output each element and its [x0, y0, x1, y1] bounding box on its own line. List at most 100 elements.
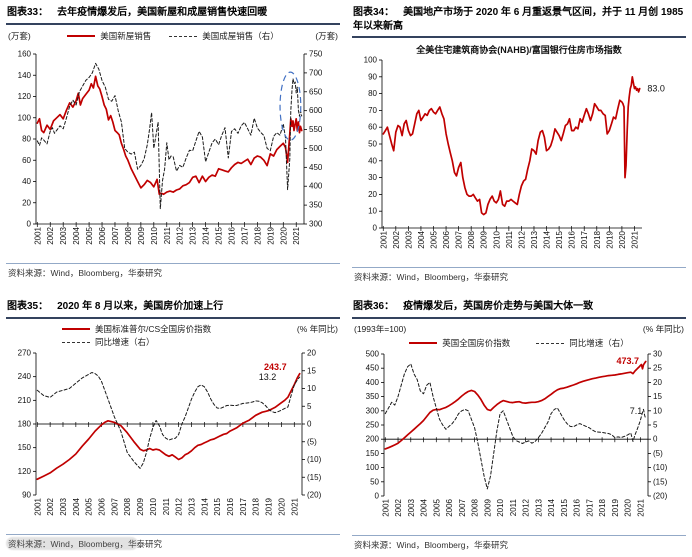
- svg-text:2012: 2012: [522, 498, 531, 516]
- svg-text:2005: 2005: [85, 497, 94, 515]
- svg-text:2018: 2018: [598, 498, 607, 516]
- svg-text:2017: 2017: [580, 230, 589, 248]
- svg-text:450: 450: [366, 363, 380, 372]
- svg-text:2016: 2016: [568, 230, 577, 248]
- svg-text:2018: 2018: [593, 230, 602, 248]
- svg-text:2002: 2002: [392, 230, 401, 248]
- svg-text:180: 180: [18, 419, 32, 428]
- svg-text:2020: 2020: [279, 226, 288, 244]
- svg-text:10: 10: [368, 207, 377, 216]
- legend-item: 美国新屋销售: [67, 30, 151, 42]
- svg-text:60: 60: [22, 155, 31, 164]
- svg-text:50: 50: [368, 140, 377, 149]
- figure-35-title: 图表35： 2020 年 8 月以来，美国房价加速上行: [6, 300, 340, 319]
- svg-text:20: 20: [368, 190, 377, 199]
- legend-item: 英国全国房价指数: [409, 337, 510, 350]
- svg-text:2010: 2010: [150, 226, 159, 244]
- svg-text:450: 450: [309, 162, 323, 171]
- figure-36-units: (1993年=100) (% 年同比): [352, 321, 686, 336]
- svg-text:2015: 2015: [215, 226, 224, 244]
- svg-text:400: 400: [309, 181, 323, 190]
- figure-36-title: 图表36： 疫情爆发后，英国房价走势与美国大体一致: [352, 300, 686, 319]
- svg-text:2003: 2003: [407, 498, 416, 516]
- svg-text:400: 400: [366, 377, 380, 386]
- svg-text:(20): (20): [307, 490, 322, 499]
- svg-text:20: 20: [653, 377, 662, 386]
- legend-label: 美国成屋销售（右）: [202, 31, 279, 41]
- svg-text:2007: 2007: [110, 497, 119, 515]
- svg-text:2010: 2010: [496, 498, 505, 516]
- svg-text:700: 700: [309, 68, 323, 77]
- dashed-line-icon: [536, 342, 565, 344]
- svg-text:2007: 2007: [455, 230, 464, 248]
- svg-text:5: 5: [653, 420, 658, 429]
- svg-text:2004: 2004: [420, 498, 429, 516]
- svg-text:0: 0: [27, 219, 32, 228]
- svg-text:30: 30: [653, 350, 662, 359]
- svg-text:2019: 2019: [611, 498, 620, 516]
- svg-text:500: 500: [309, 143, 323, 152]
- svg-text:83.0: 83.0: [647, 84, 665, 94]
- svg-text:2002: 2002: [46, 497, 55, 515]
- svg-text:2013: 2013: [189, 226, 198, 244]
- figure-33: 图表33： 去年疫情爆发后，美国新屋和成屋销售快速回暖 (万套) 美国新屋销售 美…: [6, 6, 340, 292]
- svg-text:0: 0: [653, 434, 658, 443]
- svg-text:100: 100: [18, 113, 32, 122]
- svg-text:2013: 2013: [534, 498, 543, 516]
- svg-text:2006: 2006: [442, 230, 451, 248]
- svg-text:2013: 2013: [187, 497, 196, 515]
- svg-text:2001: 2001: [33, 497, 42, 515]
- svg-text:25: 25: [653, 363, 662, 372]
- svg-text:2010: 2010: [492, 230, 501, 248]
- legend-item: 美国成屋销售（右）: [169, 30, 279, 42]
- svg-text:2017: 2017: [240, 226, 249, 244]
- svg-text:100: 100: [364, 56, 378, 65]
- svg-text:20: 20: [22, 198, 31, 207]
- svg-text:0: 0: [307, 419, 312, 428]
- svg-text:(10): (10): [653, 463, 668, 472]
- svg-text:200: 200: [366, 434, 380, 443]
- svg-text:210: 210: [18, 395, 32, 404]
- svg-text:2021: 2021: [290, 497, 299, 515]
- svg-text:2019: 2019: [265, 497, 274, 515]
- legend-label: 英国全国房价指数: [442, 338, 511, 348]
- svg-text:750: 750: [309, 49, 323, 58]
- source-text: 资料来源：Wind，Bloomberg，华泰研究: [354, 539, 508, 550]
- svg-text:300: 300: [366, 406, 380, 415]
- svg-text:90: 90: [368, 72, 377, 81]
- svg-text:650: 650: [309, 87, 323, 96]
- svg-text:0: 0: [373, 224, 378, 233]
- svg-text:(5): (5): [653, 448, 663, 457]
- svg-text:2020: 2020: [624, 498, 633, 516]
- svg-text:2019: 2019: [605, 230, 614, 248]
- svg-text:2006: 2006: [445, 498, 454, 516]
- chart-subtitle: 全美住宅建筑商协会(NAHB)/富国银行住房市场指数: [416, 45, 622, 55]
- svg-text:2002: 2002: [46, 226, 55, 244]
- left-axis-unit: (1993年=100): [354, 323, 407, 334]
- svg-text:2004: 2004: [72, 226, 81, 244]
- figure-33-title: 图表33： 去年疫情爆发后，美国新屋和成屋销售快速回暖: [6, 6, 340, 25]
- svg-text:2004: 2004: [417, 230, 426, 248]
- legend-label: 美国标准普尔/CS全国房价指数: [95, 324, 212, 334]
- svg-text:2009: 2009: [137, 226, 146, 244]
- svg-text:0: 0: [375, 491, 380, 500]
- chart-legend: 英国全国房价指数 同比增速（右）: [352, 336, 686, 350]
- figure-33-caption: 去年疫情爆发后，美国新屋和成屋销售快速回暖: [57, 7, 268, 18]
- svg-text:550: 550: [309, 125, 323, 134]
- svg-text:2009: 2009: [483, 498, 492, 516]
- svg-text:2014: 2014: [543, 230, 552, 248]
- figure-34-caption: 美国地产市场于 2020 年 6 月重返景气区间，并于 11 月创 1985 年…: [353, 7, 684, 32]
- svg-text:5: 5: [307, 401, 312, 410]
- svg-text:2015: 2015: [555, 230, 564, 248]
- svg-text:2021: 2021: [630, 230, 639, 248]
- svg-text:150: 150: [18, 443, 32, 452]
- svg-text:2014: 2014: [200, 497, 209, 515]
- svg-text:270: 270: [18, 349, 32, 358]
- svg-text:10: 10: [653, 406, 662, 415]
- svg-text:250: 250: [366, 420, 380, 429]
- svg-text:100: 100: [366, 463, 380, 472]
- svg-text:2012: 2012: [176, 226, 185, 244]
- chart-legend: 美国新屋销售 美国成屋销售（右）: [67, 30, 279, 42]
